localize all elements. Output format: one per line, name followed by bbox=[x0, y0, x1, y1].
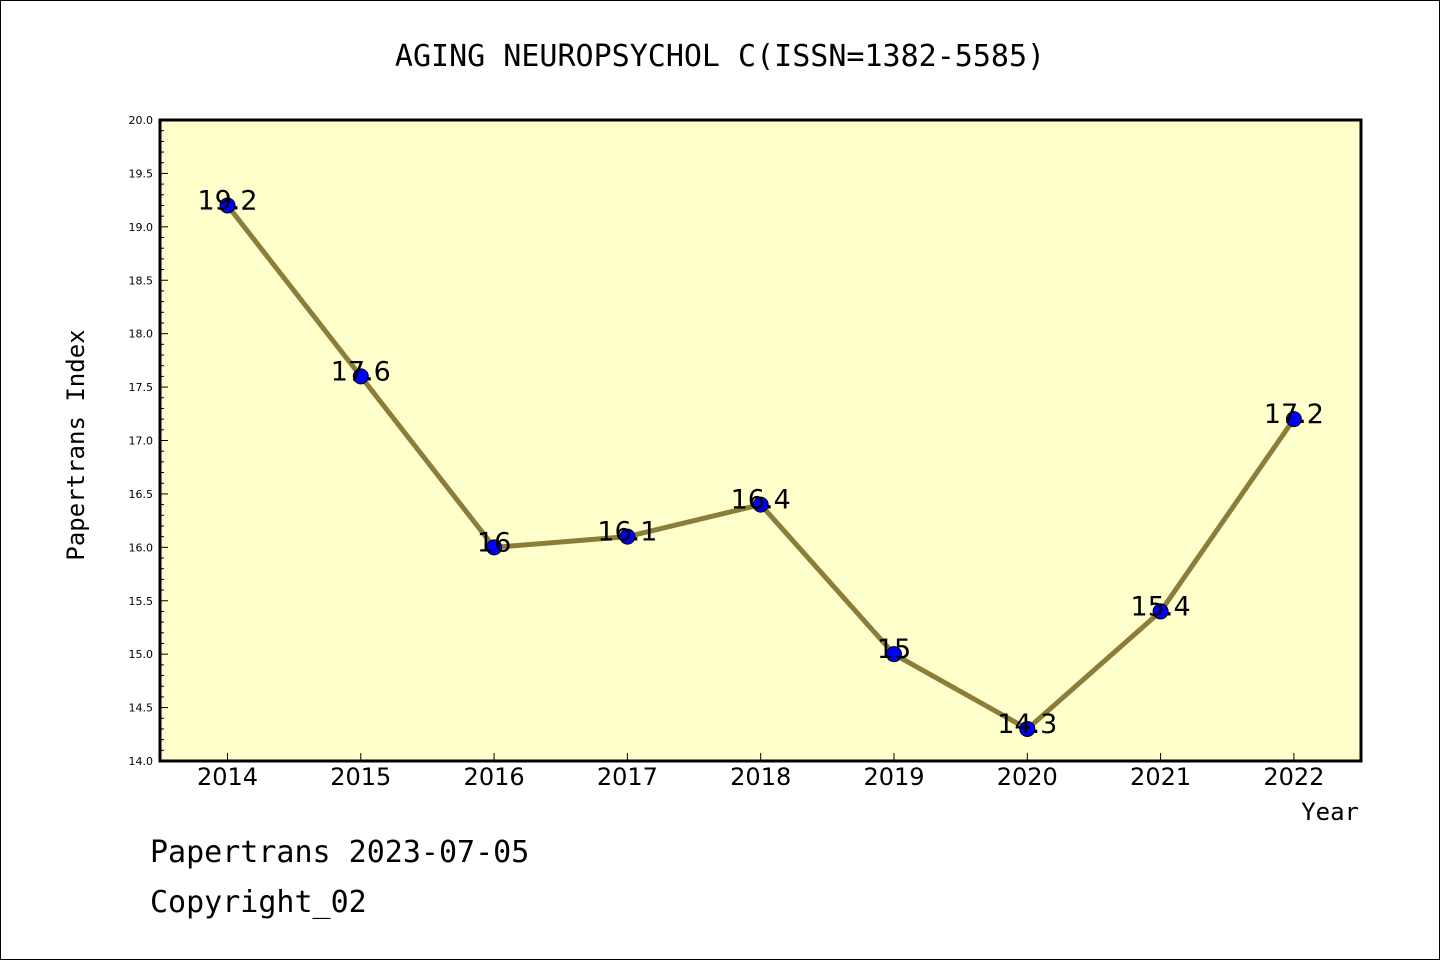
y-tick-label: 19.0 bbox=[129, 221, 154, 234]
x-axis-label: Year bbox=[1301, 798, 1359, 826]
y-tick-label: 14.0 bbox=[129, 755, 154, 768]
footer-copyright: Copyright_02 bbox=[150, 885, 367, 920]
y-axis-ticks: 14.0 14.5 15.0 15.5 16.0 16.5 17.0 17.5 18.0 18.5… bbox=[129, 114, 168, 768]
x-tick-label: 2020 bbox=[997, 763, 1058, 791]
x-axis-ticks: 2014 2015 2016 2017 2018 2019 2020 2021 2022 bbox=[197, 753, 1324, 791]
x-tick-label: 2016 bbox=[464, 763, 525, 791]
y-tick-label: 19.5 bbox=[129, 167, 154, 180]
data-point bbox=[486, 539, 503, 556]
data-label: 17.6 bbox=[331, 356, 391, 387]
x-tick-label: 2019 bbox=[863, 763, 924, 791]
x-tick-label: 2021 bbox=[1130, 763, 1191, 791]
x-tick-label: 2022 bbox=[1263, 763, 1324, 791]
data-label: 15 bbox=[877, 634, 911, 665]
data-labels: 19.2 17.6 16 16.1 16.4 15 14.3 15.4 17.2 bbox=[197, 185, 1324, 739]
x-tick-label: 2015 bbox=[330, 763, 391, 791]
y-tick-label: 15.5 bbox=[129, 595, 154, 608]
data-label: 17.2 bbox=[1264, 399, 1324, 430]
y-tick-label: 15.0 bbox=[129, 648, 154, 661]
chart-title: AGING NEUROPSYCHOL C(ISSN=1382-5585) bbox=[395, 39, 1045, 74]
y-tick-label: 17.0 bbox=[129, 435, 154, 448]
series-papertrans-index bbox=[219, 197, 1302, 737]
data-label: 15.4 bbox=[1131, 591, 1191, 622]
data-label: 14.3 bbox=[997, 709, 1057, 740]
data-label: 19.2 bbox=[197, 185, 257, 216]
y-tick-label: 16.0 bbox=[129, 541, 154, 554]
x-tick-label: 2017 bbox=[597, 763, 658, 791]
data-point bbox=[886, 646, 902, 663]
data-label: 16.1 bbox=[597, 517, 657, 548]
y-tick-label: 18.0 bbox=[129, 328, 154, 341]
data-point bbox=[752, 496, 769, 513]
data-point bbox=[352, 368, 369, 385]
data-point bbox=[219, 197, 236, 214]
data-label: 16.4 bbox=[731, 485, 791, 516]
y-tick-label: 14.5 bbox=[129, 702, 154, 715]
data-point bbox=[1019, 720, 1036, 737]
x-tick-label: 2018 bbox=[730, 763, 791, 791]
footer-date: Papertrans 2023-07-05 bbox=[150, 835, 530, 870]
y-tick-label: 18.5 bbox=[129, 274, 154, 287]
y-tick-label: 20.0 bbox=[129, 114, 154, 127]
data-label: 16 bbox=[477, 527, 511, 558]
y-axis-label: Papertrans Index bbox=[62, 329, 90, 560]
y-tick-label: 16.5 bbox=[129, 488, 154, 501]
plot-area bbox=[158, 118, 1363, 763]
data-point bbox=[1285, 411, 1302, 428]
data-point bbox=[1152, 603, 1169, 620]
y-tick-label: 17.5 bbox=[129, 381, 154, 394]
x-tick-label: 2014 bbox=[197, 763, 258, 791]
data-point bbox=[619, 528, 636, 545]
